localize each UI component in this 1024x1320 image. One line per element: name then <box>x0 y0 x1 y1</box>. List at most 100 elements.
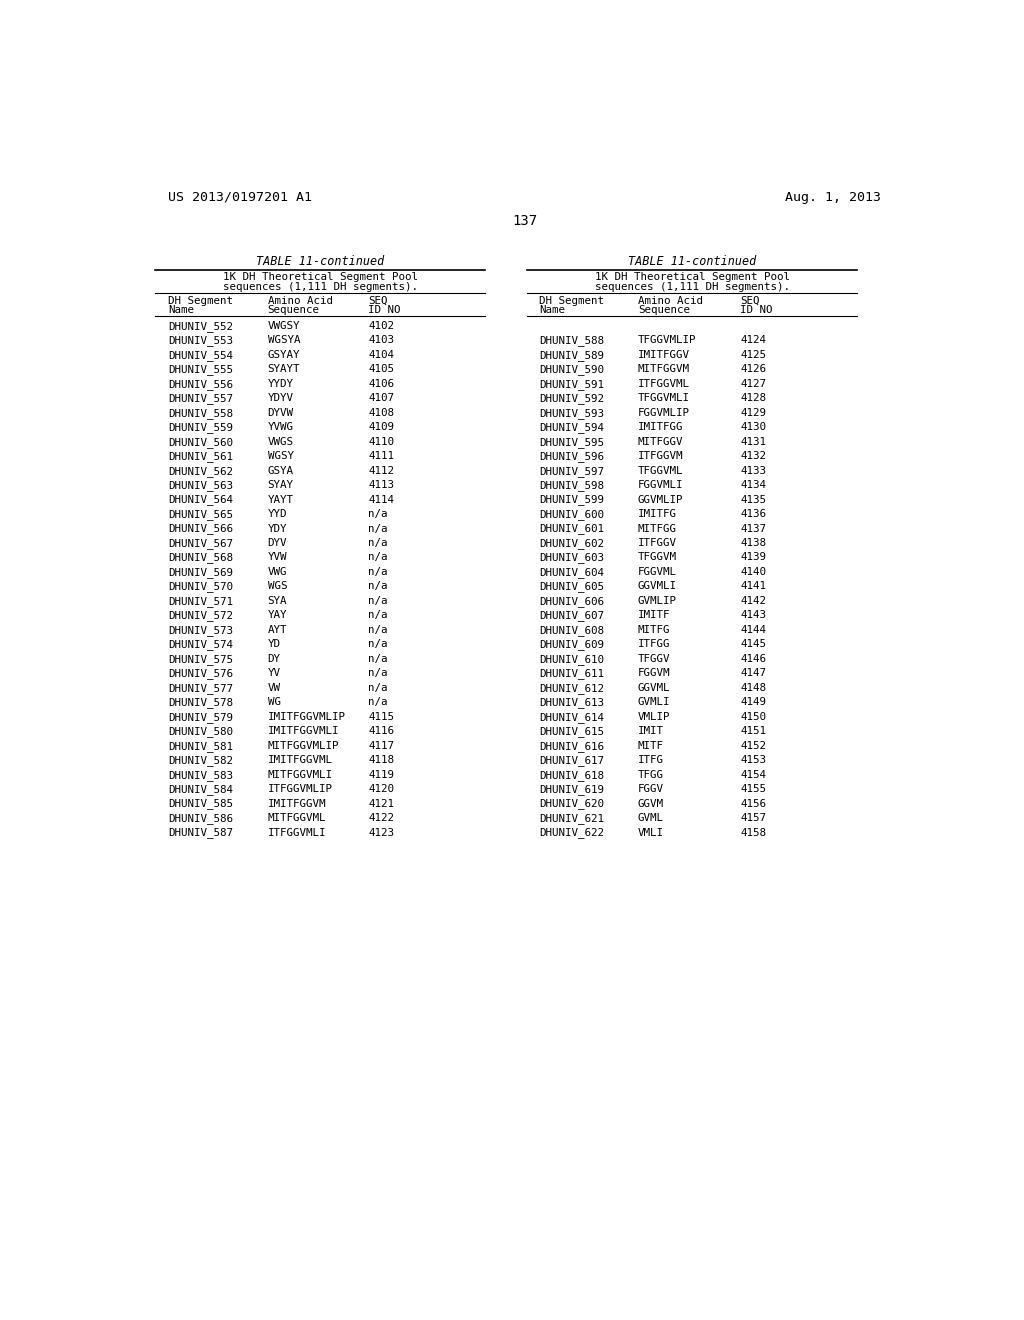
Text: n/a: n/a <box>369 682 388 693</box>
Text: DHUNIV_569: DHUNIV_569 <box>168 568 233 578</box>
Text: n/a: n/a <box>369 581 388 591</box>
Text: DHUNIV_557: DHUNIV_557 <box>168 393 233 404</box>
Text: Sequence: Sequence <box>638 305 690 315</box>
Text: DHUNIV_560: DHUNIV_560 <box>168 437 233 447</box>
Text: 4155: 4155 <box>740 784 766 795</box>
Text: 4127: 4127 <box>740 379 766 389</box>
Text: SYAY: SYAY <box>267 480 294 490</box>
Text: Aug. 1, 2013: Aug. 1, 2013 <box>785 191 882 203</box>
Text: 4133: 4133 <box>740 466 766 475</box>
Text: ITFGGVM: ITFGGVM <box>638 451 683 461</box>
Text: Sequence: Sequence <box>267 305 319 315</box>
Text: 4116: 4116 <box>369 726 394 737</box>
Text: DHUNIV_567: DHUNIV_567 <box>168 539 233 549</box>
Text: GVMLI: GVMLI <box>638 697 671 708</box>
Text: GVMLIP: GVMLIP <box>638 595 677 606</box>
Text: DHUNIV_596: DHUNIV_596 <box>539 451 604 462</box>
Text: DHUNIV_583: DHUNIV_583 <box>168 770 233 780</box>
Text: YVW: YVW <box>267 553 287 562</box>
Text: YVWG: YVWG <box>267 422 294 432</box>
Text: DHUNIV_584: DHUNIV_584 <box>168 784 233 795</box>
Text: Name: Name <box>168 305 195 315</box>
Text: SEQ: SEQ <box>740 296 760 306</box>
Text: YD: YD <box>267 639 281 649</box>
Text: TABLE 11-continued: TABLE 11-continued <box>256 255 384 268</box>
Text: DHUNIV_605: DHUNIV_605 <box>539 581 604 593</box>
Text: TFGGVM: TFGGVM <box>638 553 677 562</box>
Text: n/a: n/a <box>369 539 388 548</box>
Text: 4144: 4144 <box>740 624 766 635</box>
Text: DHUNIV_588: DHUNIV_588 <box>539 335 604 346</box>
Text: IMIT: IMIT <box>638 726 664 737</box>
Text: DHUNIV_572: DHUNIV_572 <box>168 610 233 622</box>
Text: Name: Name <box>539 305 565 315</box>
Text: DHUNIV_568: DHUNIV_568 <box>168 553 233 564</box>
Text: WGS: WGS <box>267 581 287 591</box>
Text: DH Segment: DH Segment <box>539 296 604 306</box>
Text: DYVW: DYVW <box>267 408 294 417</box>
Text: DHUNIV_561: DHUNIV_561 <box>168 451 233 462</box>
Text: n/a: n/a <box>369 595 388 606</box>
Text: MITFGGV: MITFGGV <box>638 437 683 446</box>
Text: 4149: 4149 <box>740 697 766 708</box>
Text: 4134: 4134 <box>740 480 766 490</box>
Text: VWGS: VWGS <box>267 437 294 446</box>
Text: ID NO: ID NO <box>740 305 773 315</box>
Text: n/a: n/a <box>369 668 388 678</box>
Text: YAY: YAY <box>267 610 287 620</box>
Text: 1K DH Theoretical Segment Pool: 1K DH Theoretical Segment Pool <box>595 272 790 282</box>
Text: DHUNIV_591: DHUNIV_591 <box>539 379 604 389</box>
Text: DHUNIV_622: DHUNIV_622 <box>539 828 604 838</box>
Text: DHUNIV_573: DHUNIV_573 <box>168 624 233 636</box>
Text: DHUNIV_575: DHUNIV_575 <box>168 653 233 665</box>
Text: n/a: n/a <box>369 510 388 519</box>
Text: FGGV: FGGV <box>638 784 664 795</box>
Text: 4126: 4126 <box>740 364 766 375</box>
Text: DHUNIV_604: DHUNIV_604 <box>539 568 604 578</box>
Text: 4153: 4153 <box>740 755 766 766</box>
Text: DHUNIV_617: DHUNIV_617 <box>539 755 604 766</box>
Text: IMITFGGVMLIP: IMITFGGVMLIP <box>267 711 345 722</box>
Text: DHUNIV_599: DHUNIV_599 <box>539 495 604 506</box>
Text: 4148: 4148 <box>740 682 766 693</box>
Text: DYV: DYV <box>267 539 287 548</box>
Text: 4138: 4138 <box>740 539 766 548</box>
Text: MITFGGVMLI: MITFGGVMLI <box>267 770 333 780</box>
Text: 4145: 4145 <box>740 639 766 649</box>
Text: DHUNIV_562: DHUNIV_562 <box>168 466 233 477</box>
Text: DHUNIV_558: DHUNIV_558 <box>168 408 233 418</box>
Text: TFGG: TFGG <box>638 770 664 780</box>
Text: 4114: 4114 <box>369 495 394 504</box>
Text: 4158: 4158 <box>740 828 766 837</box>
Text: DHUNIV_616: DHUNIV_616 <box>539 741 604 751</box>
Text: n/a: n/a <box>369 624 388 635</box>
Text: WGSY: WGSY <box>267 451 294 461</box>
Text: GGVM: GGVM <box>638 799 664 809</box>
Text: SYA: SYA <box>267 595 287 606</box>
Text: 137: 137 <box>512 214 538 228</box>
Text: DHUNIV_614: DHUNIV_614 <box>539 711 604 722</box>
Text: DHUNIV_610: DHUNIV_610 <box>539 653 604 665</box>
Text: YDYV: YDYV <box>267 393 294 403</box>
Text: DHUNIV_619: DHUNIV_619 <box>539 784 604 795</box>
Text: DHUNIV_581: DHUNIV_581 <box>168 741 233 751</box>
Text: 4132: 4132 <box>740 451 766 461</box>
Text: MITFGGVMLIP: MITFGGVMLIP <box>267 741 339 751</box>
Text: YAYT: YAYT <box>267 495 294 504</box>
Text: DHUNIV_566: DHUNIV_566 <box>168 524 233 535</box>
Text: DHUNIV_587: DHUNIV_587 <box>168 828 233 838</box>
Text: YYD: YYD <box>267 510 287 519</box>
Text: 4139: 4139 <box>740 553 766 562</box>
Text: DHUNIV_621: DHUNIV_621 <box>539 813 604 824</box>
Text: DHUNIV_582: DHUNIV_582 <box>168 755 233 766</box>
Text: 4136: 4136 <box>740 510 766 519</box>
Text: FGGVM: FGGVM <box>638 668 671 678</box>
Text: sequences (1,111 DH segments).: sequences (1,111 DH segments). <box>222 282 418 292</box>
Text: FGGVML: FGGVML <box>638 568 677 577</box>
Text: 4110: 4110 <box>369 437 394 446</box>
Text: 4143: 4143 <box>740 610 766 620</box>
Text: 4147: 4147 <box>740 668 766 678</box>
Text: DHUNIV_559: DHUNIV_559 <box>168 422 233 433</box>
Text: 4119: 4119 <box>369 770 394 780</box>
Text: IMITFGGVM: IMITFGGVM <box>267 799 326 809</box>
